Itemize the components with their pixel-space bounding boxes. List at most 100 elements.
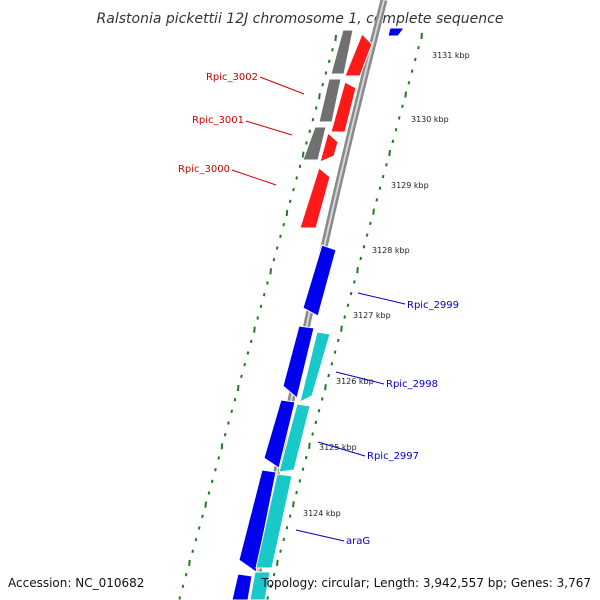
tick-mark <box>333 350 337 354</box>
tick-mark <box>334 34 337 42</box>
tick-mark <box>378 186 382 190</box>
tick-mark <box>249 339 253 344</box>
topology-label: Topology: circular; Length: 3,942,557 bp… <box>260 576 591 590</box>
gene-leader-line <box>231 169 277 186</box>
tick-mark <box>337 338 340 343</box>
tick-mark <box>272 572 276 577</box>
tick-mark <box>181 584 185 589</box>
tick-mark <box>194 537 198 542</box>
cyan-feature <box>299 331 331 403</box>
gene-labels: Rpic_3002 Rpic_3001 Rpic_3000 Rpic_2999 Rpic… <box>178 72 459 547</box>
tick-mark <box>353 280 356 284</box>
tick-mark <box>243 362 246 367</box>
tick-mark <box>327 373 330 378</box>
gray-feature <box>330 29 354 75</box>
gene-label: araG <box>346 536 370 547</box>
tick-mark <box>369 221 372 226</box>
reverse-gene-arrow <box>263 399 296 469</box>
tick-mark <box>266 596 269 600</box>
outer-tick-marks-left <box>178 34 337 600</box>
tick-mark <box>305 141 308 145</box>
tick-mark <box>279 549 282 553</box>
tick-mark <box>388 149 391 157</box>
tick-mark <box>272 257 276 262</box>
tick-mark <box>246 351 250 355</box>
tick-mark <box>330 362 334 366</box>
tick-mark <box>410 69 414 73</box>
tick-mark <box>375 198 379 202</box>
gene-leader-line <box>357 292 406 305</box>
tick-mark <box>359 256 363 261</box>
tick-mark <box>324 384 327 391</box>
scale-tick-label: 3130 kbp <box>411 115 449 124</box>
tick-mark <box>304 455 308 460</box>
tick-mark <box>298 164 302 169</box>
cyan-feature <box>278 403 311 473</box>
tick-mark <box>372 208 375 215</box>
tick-mark <box>178 596 181 600</box>
gene-leader-line <box>245 120 293 136</box>
forward-gene-arrow <box>299 167 331 229</box>
tick-mark <box>298 479 302 483</box>
reverse-gene-arrow <box>282 325 315 399</box>
tick-mark <box>285 526 289 530</box>
tick-mark <box>317 408 321 413</box>
tick-mark <box>240 374 243 379</box>
tick-mark <box>295 490 298 495</box>
tick-mark <box>262 292 266 297</box>
tick-mark <box>214 467 217 472</box>
tick-mark <box>230 409 233 414</box>
tick-mark <box>253 326 256 333</box>
tick-mark <box>282 537 286 542</box>
tick-mark <box>210 479 214 484</box>
tick-mark <box>191 549 194 554</box>
gene-label: Rpic_3002 <box>206 72 258 83</box>
tick-mark <box>417 46 420 50</box>
tick-mark <box>288 514 292 518</box>
tick-mark <box>346 303 350 307</box>
gene-leader-line <box>259 76 305 95</box>
tick-mark <box>279 234 282 239</box>
tick-mark <box>385 163 388 167</box>
map-title: Ralstonia pickettii 12J chromosome 1, co… <box>97 11 504 27</box>
tick-mark <box>207 491 211 495</box>
tick-mark <box>407 81 411 85</box>
tick-mark <box>308 442 311 449</box>
scale-tick-label: 3126 kbp <box>336 377 374 386</box>
tick-mark <box>269 584 273 588</box>
tick-mark <box>420 32 423 40</box>
gene-features <box>231 27 405 600</box>
tick-mark <box>188 559 191 567</box>
cyan-feature <box>255 473 293 569</box>
scale-tick-label: 3131 kbp <box>432 51 470 60</box>
gray-feature <box>302 126 327 161</box>
gene-label: Rpic_3001 <box>192 115 244 126</box>
tick-mark <box>285 209 289 217</box>
tick-mark <box>349 291 353 296</box>
scale-tick-label: 3124 kbp <box>303 509 341 518</box>
tick-mark <box>356 267 359 274</box>
gene-leader-line <box>295 529 345 542</box>
forward-gene-arrow <box>344 33 373 77</box>
tick-mark <box>404 91 407 98</box>
tick-mark <box>282 222 285 227</box>
gene-leader-line <box>317 441 366 457</box>
tick-mark <box>292 187 295 192</box>
gene-leader-line <box>335 371 385 385</box>
tick-mark <box>204 501 207 508</box>
scale-tick-label: 3129 kbp <box>391 181 429 190</box>
tick-mark <box>301 467 305 471</box>
tick-mark <box>276 559 279 566</box>
tick-mark <box>320 397 324 401</box>
gray-feature <box>318 78 342 123</box>
tick-mark <box>343 315 346 319</box>
tick-mark <box>223 432 227 437</box>
tick-mark <box>311 117 315 122</box>
tick-mark <box>318 93 321 100</box>
reverse-gene-arrow <box>302 244 337 317</box>
tick-mark <box>365 233 369 237</box>
tick-mark <box>236 384 240 392</box>
tick-mark <box>295 176 298 180</box>
accession-label: Accession: NC_010682 <box>8 576 144 590</box>
tick-mark <box>311 432 314 436</box>
